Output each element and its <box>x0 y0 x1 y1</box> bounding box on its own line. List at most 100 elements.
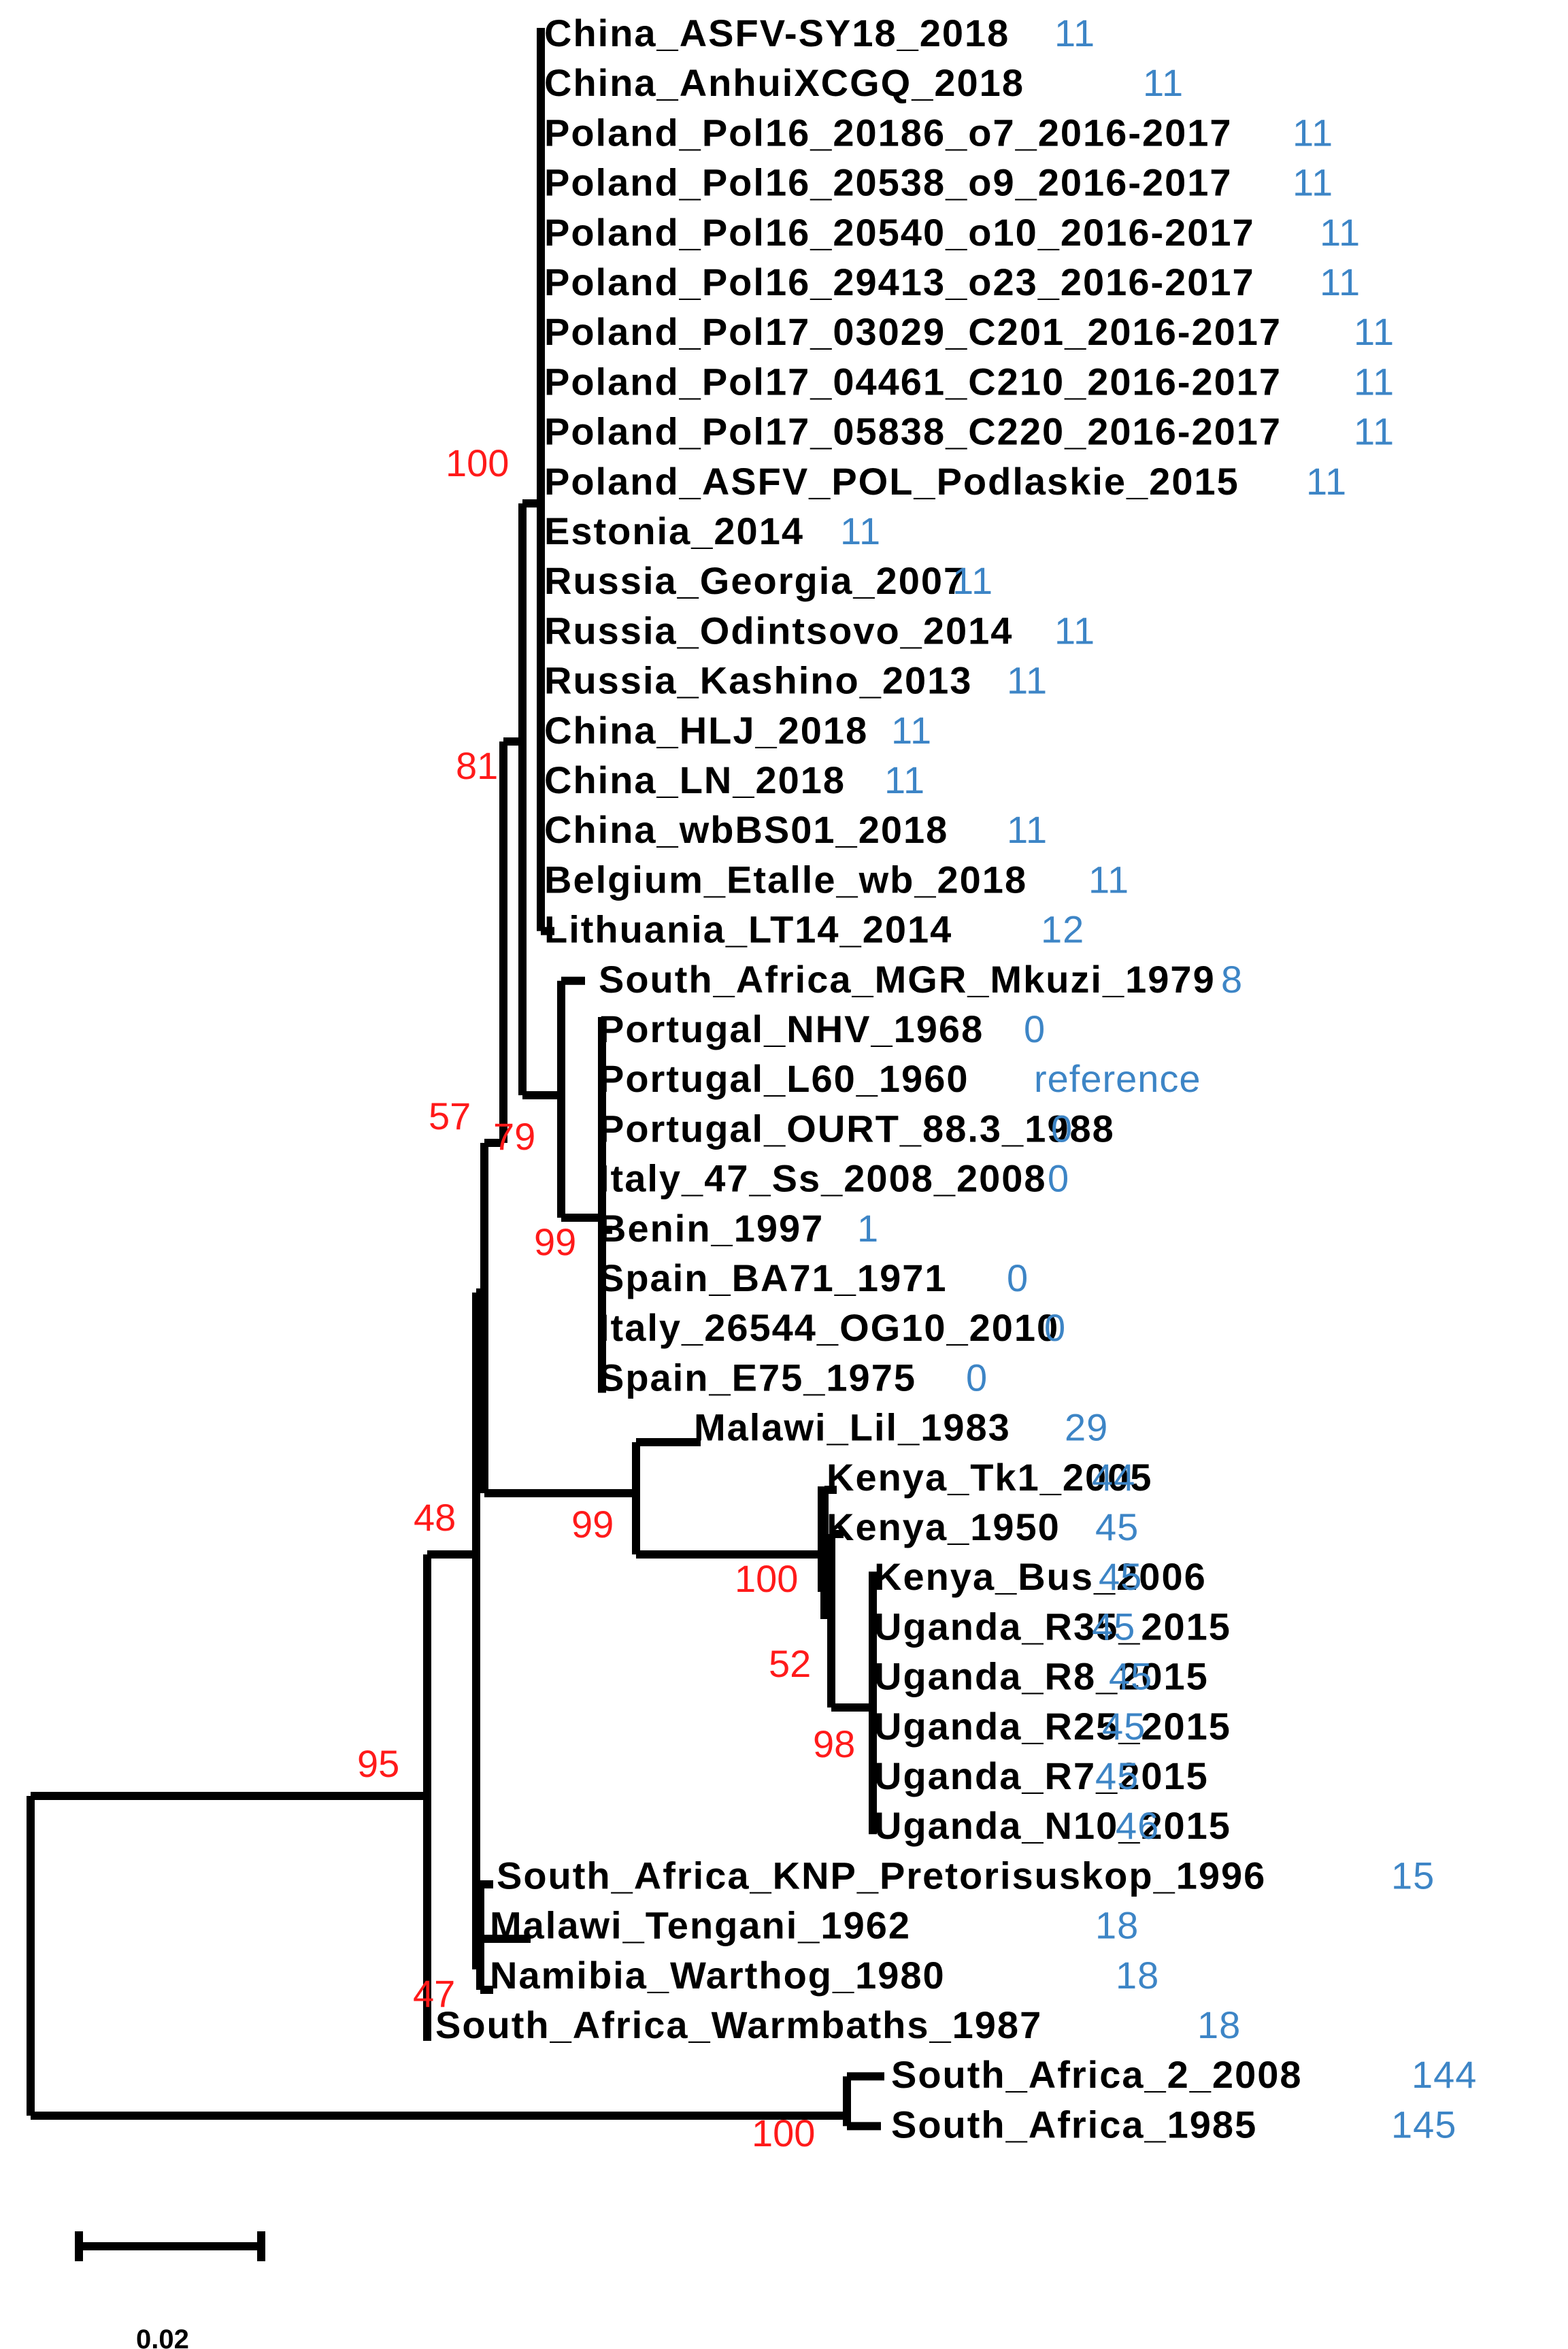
taxon-label: Russia_Odintsovo_2014 <box>544 609 1013 652</box>
taxon-count: 18 <box>1116 1954 1159 1997</box>
taxon-count: 18 <box>1197 2003 1241 2046</box>
taxon-count: 144 <box>1412 2053 1477 2096</box>
taxon-count: 8 <box>1221 958 1243 1001</box>
taxon-label: Poland_Pol16_29413_o23_2016-2017 <box>544 261 1255 303</box>
taxon-count: 45 <box>1095 1754 1139 1797</box>
taxon-label: Spain_BA71_1971 <box>599 1256 948 1299</box>
taxon-count: reference <box>1034 1057 1201 1100</box>
taxon-count: 0 <box>1051 1107 1073 1150</box>
tree-branches <box>27 28 884 2131</box>
taxon-count: 1 <box>857 1207 879 1250</box>
taxon-label: South_Africa_MGR_Mkuzi_1979 <box>599 958 1216 1001</box>
taxon-label: Poland_Pol16_20540_o10_2016-2017 <box>544 211 1255 254</box>
taxon-count: 11 <box>1054 12 1095 54</box>
leaf-13: Russia_Kashino_2013 11 <box>544 659 1047 702</box>
bootstrap-label: 100 <box>735 1557 798 1600</box>
leaf-20: Portugal_NHV_1968 0 <box>599 1007 1045 1050</box>
taxon-label: Uganda_R25_2015 <box>874 1705 1231 1748</box>
leaf-7: Poland_Pol17_04461_C210_2016-2017 11 <box>544 360 1395 403</box>
bootstrap-label: 81 <box>456 744 498 787</box>
leaf-40: South_Africa_Warmbaths_1987 18 <box>435 2003 1241 2046</box>
leaf-4: Poland_Pol16_20540_o10_2016-2017 11 <box>544 211 1361 254</box>
taxon-label: South_Africa_Warmbaths_1987 <box>435 2003 1042 2046</box>
bootstrap-label: 100 <box>752 2112 815 2154</box>
taxon-count: 11 <box>1320 211 1361 254</box>
taxon-label: Italy_47_Ss_2008_2008 <box>599 1157 1047 1200</box>
taxon-count: 11 <box>1292 111 1333 154</box>
leaf-9: Poland_ASFV_POL_Podlaskie_2015 11 <box>544 460 1347 503</box>
taxon-label: Lithuania_LT14_2014 <box>544 908 952 951</box>
leaf-19: South_Africa_MGR_Mkuzi_1979 8 <box>599 958 1243 1001</box>
leaf-3: Poland_Pol16_20538_o9_2016-2017 11 <box>544 161 1333 204</box>
taxon-label: Poland_Pol16_20538_o9_2016-2017 <box>544 161 1233 204</box>
taxon-count: 45 <box>1092 1605 1135 1648</box>
taxon-count: 11 <box>1354 360 1395 403</box>
taxon-label: Kenya_1950 <box>827 1505 1061 1548</box>
leaf-42: South_Africa_1985 145 <box>891 2103 1456 2146</box>
leaf-41: South_Africa_2_2008 144 <box>891 2053 1477 2096</box>
leaf-24: Benin_1997 1 <box>599 1207 879 1250</box>
taxon-count: 11 <box>1143 61 1184 104</box>
taxon-count: 11 <box>1054 609 1095 652</box>
leaf-21: Portugal_L60_1960 reference <box>599 1057 1201 1100</box>
bootstrap-label: 95 <box>357 1742 399 1785</box>
bootstrap-label: 100 <box>446 442 509 484</box>
taxon-label: Spain_E75_1975 <box>599 1356 916 1399</box>
leaf-30: Kenya_1950 45 <box>827 1505 1138 1548</box>
taxon-count: 29 <box>1065 1406 1108 1449</box>
leaf-labels: China_ASFV-SY18_2018 11 China_AnhuiXCGQ_20… <box>435 12 1477 2146</box>
leaf-5: Poland_Pol16_29413_o23_2016-2017 11 <box>544 261 1361 303</box>
taxon-label: China_LN_2018 <box>544 759 846 801</box>
leaf-0: China_ASFV-SY18_2018 11 <box>544 12 1095 54</box>
taxon-label: Uganda_R8_2015 <box>874 1655 1209 1698</box>
taxon-count: 11 <box>1007 808 1048 851</box>
leaf-8: Poland_Pol17_05838_C220_2016-2017 11 <box>544 410 1394 453</box>
taxon-count: 11 <box>1320 261 1361 303</box>
taxon-label: Malawi_Tengani_1962 <box>490 1904 911 1947</box>
taxon-count: 11 <box>891 709 932 752</box>
leaf-1: China_AnhuiXCGQ_2018 11 <box>544 61 1184 104</box>
leaf-23: Italy_47_Ss_2008_2008 0 <box>599 1157 1069 1200</box>
leaf-16: China_wbBS01_2018 11 <box>544 808 1048 851</box>
taxon-count: 11 <box>1354 310 1395 353</box>
taxon-count: 18 <box>1095 1904 1139 1947</box>
taxon-label: Estonia_2014 <box>544 510 804 552</box>
taxon-count: 11 <box>1292 161 1333 204</box>
taxon-label: China_HLJ_2018 <box>544 709 868 752</box>
taxon-label: Benin_1997 <box>599 1207 824 1250</box>
taxon-count: 15 <box>1391 1854 1435 1897</box>
taxon-label: Poland_ASFV_POL_Podlaskie_2015 <box>544 460 1239 503</box>
taxon-label: Malawi_Lil_1983 <box>694 1406 1011 1449</box>
taxon-label: Uganda_R35_2015 <box>874 1605 1231 1648</box>
bootstrap-label: 99 <box>571 1503 614 1546</box>
leaf-10: Estonia_2014 11 <box>544 510 880 552</box>
taxon-label: Poland_Pol17_04461_C210_2016-2017 <box>544 360 1282 403</box>
leaf-25: Spain_BA71_1971 0 <box>599 1256 1029 1299</box>
taxon-label: Belgium_Etalle_wb_2018 <box>544 858 1027 901</box>
scale-bar-label: 0.02 <box>136 2325 189 2349</box>
taxon-label: Portugal_L60_1960 <box>599 1057 969 1100</box>
taxon-label: Portugal_OURT_88.3_1988 <box>599 1107 1115 1150</box>
bootstrap-label: 52 <box>769 1642 811 1685</box>
taxon-count: 0 <box>1007 1256 1029 1299</box>
taxon-count: 12 <box>1041 908 1084 951</box>
taxon-count: 11 <box>1306 460 1347 503</box>
taxon-label: Kenya_Bus_2006 <box>874 1555 1207 1598</box>
taxon-label: Kenya_Tk1_2005 <box>827 1456 1152 1499</box>
leaf-28: Malawi_Lil_1983 29 <box>694 1406 1108 1449</box>
bootstrap-label: 79 <box>493 1115 535 1158</box>
taxon-label: Portugal_NHV_1968 <box>599 1007 984 1050</box>
taxon-count: 45 <box>1102 1705 1146 1748</box>
taxon-label: Uganda_R7_2015 <box>874 1754 1209 1797</box>
taxon-label: Namibia_Warthog_1980 <box>490 1954 946 1997</box>
bootstrap-label: 57 <box>429 1095 471 1137</box>
taxon-count: 44 <box>1092 1456 1135 1499</box>
